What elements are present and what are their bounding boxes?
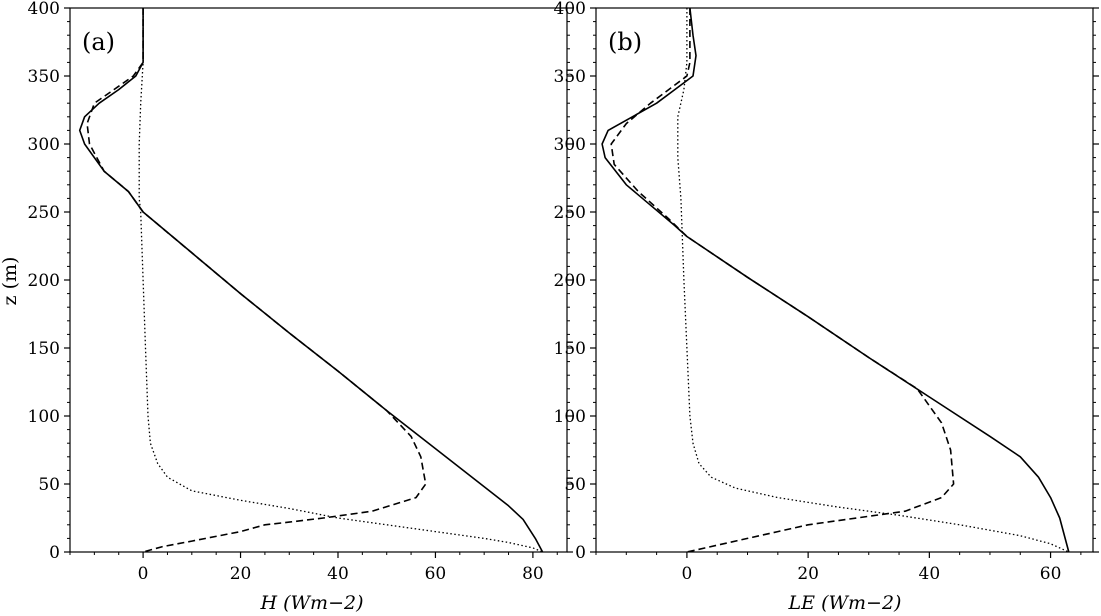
y-tick-label-a: 350 (28, 67, 60, 87)
y-tick-label-a: 50 (38, 475, 60, 495)
y-tick-label-b: 200 (554, 271, 586, 291)
y-tick-label-b: 100 (554, 407, 586, 427)
y-tick-label-a: 0 (49, 543, 60, 563)
y-tick-label-a: 100 (28, 407, 60, 427)
x-tick-label-b: 0 (682, 564, 693, 584)
x-tick-label-b: 60 (1040, 564, 1062, 584)
series-line-b-solid (601, 7, 1070, 553)
plot-frame-a (69, 7, 568, 553)
y-tick-label-a: 250 (28, 203, 60, 223)
x-tick-label-b: 40 (919, 564, 941, 584)
series-line-a-dashed (86, 8, 427, 553)
panel-a: 0 50 100 150 200 250 300 350 400 0 20 40 60 80 (a) (28, 0, 573, 584)
y-axis-label: z (m) (0, 257, 21, 306)
y-tick-label-a: 150 (28, 339, 60, 359)
y-tick-label-a: 300 (28, 135, 60, 155)
x-axis-label-a: H (Wm−2) (260, 592, 364, 614)
panel-label-b: (b) (608, 28, 642, 56)
x-tick-label-a: 40 (327, 564, 349, 584)
y-tick-label-b: 400 (554, 0, 586, 19)
y-tick-label-b: 50 (564, 475, 586, 495)
panel-b: 0 50 100 150 200 250 300 350 400 0 20 40 60 (b) (554, 0, 1099, 584)
y-tick-label-b: 150 (554, 339, 586, 359)
series-line-a-dotted (138, 8, 543, 553)
x-tick-label-a: 60 (425, 564, 447, 584)
series-line-a-solid (78, 8, 544, 553)
series-line-b-dotted (677, 8, 1070, 553)
y-tick-label-a: 400 (28, 0, 60, 19)
x-tick-label-b: 20 (797, 564, 819, 584)
series-line-b-dashed (610, 8, 955, 553)
y-tick-label-b: 300 (554, 135, 586, 155)
x-tick-label-a: 20 (230, 564, 252, 584)
plot-frame-b (595, 7, 1094, 553)
x-axis-label-b: LE (Wm−2) (788, 592, 902, 614)
y-tick-label-a: 200 (28, 271, 60, 291)
panel-label-a: (a) (82, 28, 115, 56)
y-tick-label-b: 250 (554, 203, 586, 223)
y-tick-label-b: 350 (554, 67, 586, 87)
y-tick-label-b: 0 (575, 543, 586, 563)
x-tick-label-a: 0 (138, 564, 149, 584)
x-tick-label-a: 80 (522, 564, 544, 584)
